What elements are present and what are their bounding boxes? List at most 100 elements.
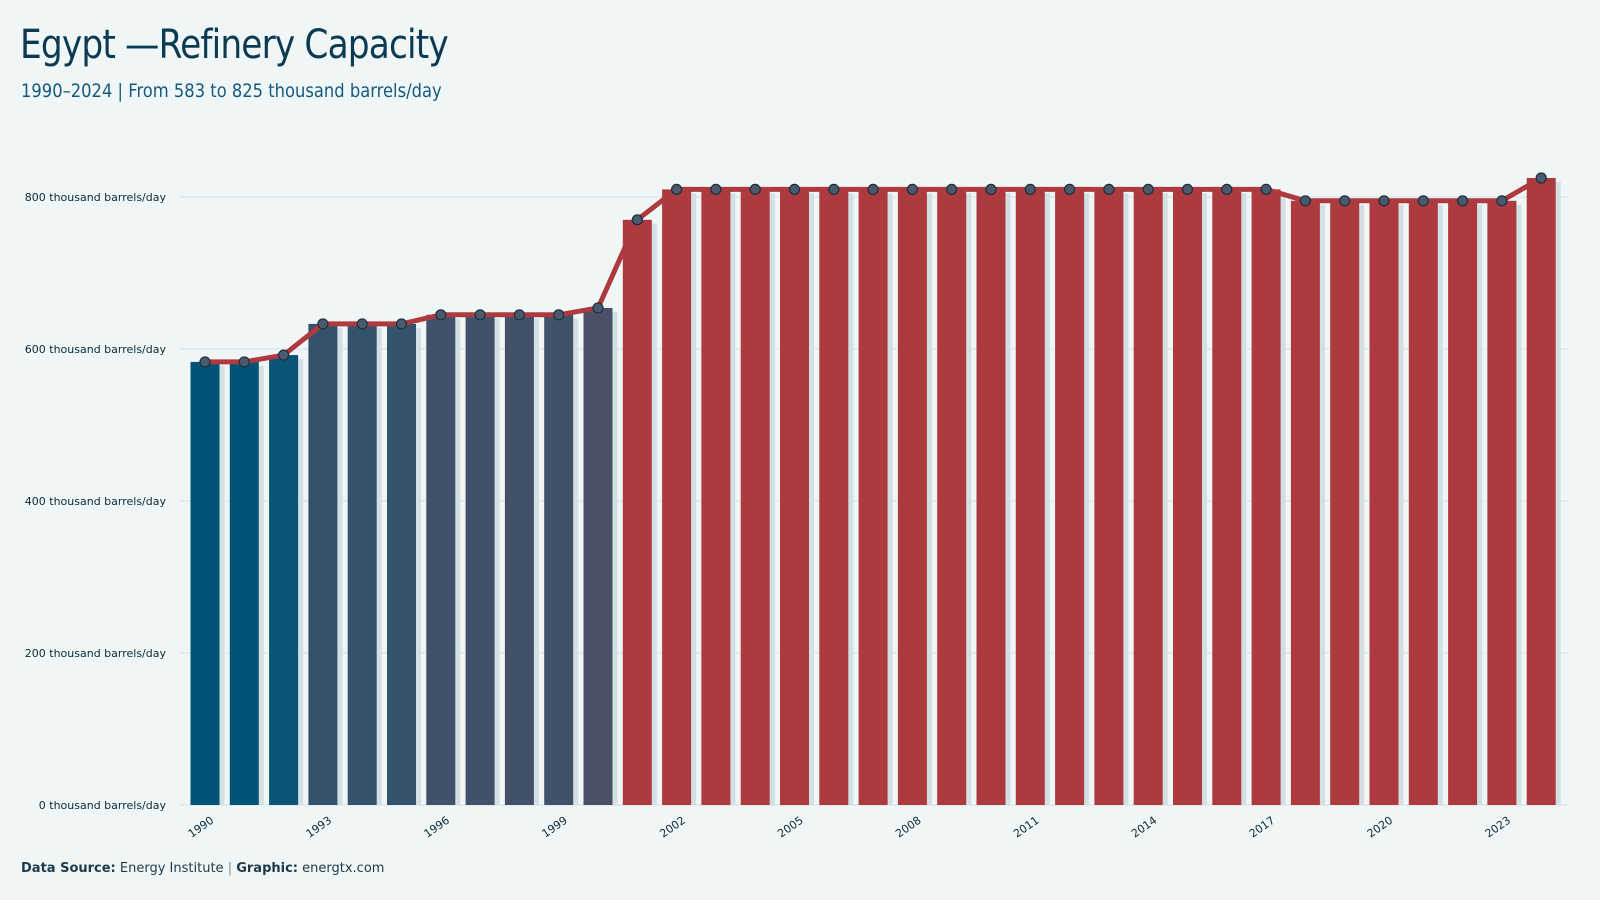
bar-2006 — [819, 189, 849, 805]
marker-1991 — [238, 356, 250, 368]
source-value: Energy Institute — [119, 861, 224, 876]
marker-2006 — [828, 183, 840, 195]
x-tick-label-2011: 2011 — [1011, 814, 1041, 841]
bar-2024 — [1526, 178, 1556, 805]
bar-2015 — [1173, 189, 1202, 805]
bar-2004 — [740, 189, 770, 805]
x-tick-label-2023: 2023 — [1483, 814, 1513, 841]
marker-2021 — [1417, 195, 1429, 207]
bar-2002 — [662, 189, 692, 805]
bar-2009 — [937, 189, 967, 805]
y-tick-label-0: 0 thousand barrels/day — [39, 799, 167, 812]
y-tick-label-200: 200 thousand barrels/day — [25, 647, 167, 660]
marker-2001 — [631, 214, 643, 226]
marker-2020 — [1378, 195, 1390, 207]
marker-2022 — [1456, 195, 1469, 207]
x-tick-label-1999: 1999 — [539, 814, 569, 841]
marker-2015 — [1181, 183, 1194, 195]
x-axis-tick-labels: 1990 1993 1996 1999 2002 2005 2008 2011 2014 2017… — [186, 814, 1513, 841]
marker-1996 — [435, 309, 447, 321]
bar-2014 — [1133, 189, 1163, 805]
x-tick-label-2002: 2002 — [657, 814, 687, 841]
bar-2016 — [1212, 189, 1242, 805]
bar-1990 — [190, 361, 220, 805]
bar-1999 — [544, 314, 574, 805]
bar-1994 — [347, 323, 377, 805]
source-label: Data Source: — [21, 861, 116, 876]
bar-1996 — [426, 314, 456, 805]
marker-2005 — [788, 183, 801, 195]
marker-1990 — [199, 356, 211, 368]
y-tick-label-800: 800 thousand barrels/day — [25, 191, 167, 204]
bar-2011 — [1015, 189, 1045, 805]
marker-2016 — [1221, 183, 1233, 195]
x-tick-label-2014: 2014 — [1129, 814, 1159, 841]
marker-2004 — [749, 183, 761, 195]
bar-2013 — [1094, 189, 1124, 805]
marker-1994 — [356, 318, 368, 330]
graphic-label: Graphic: — [236, 861, 298, 876]
marker-2019 — [1339, 195, 1351, 207]
marker-2013 — [1103, 183, 1115, 195]
bars — [190, 178, 1556, 806]
marker-1995 — [395, 318, 408, 330]
x-tick-label-2008: 2008 — [893, 814, 923, 841]
bar-1991 — [229, 361, 259, 805]
marker-2010 — [985, 183, 997, 195]
x-tick-label-1990: 1990 — [186, 814, 216, 841]
marker-2003 — [710, 183, 722, 195]
y-axis-tick-labels: 0 thousand barrels/day 200 thousand barre… — [25, 191, 167, 812]
x-tick-label-1996: 1996 — [422, 814, 452, 841]
marker-1998 — [513, 309, 526, 321]
bar-1998 — [504, 314, 534, 805]
x-tick-label-2017: 2017 — [1247, 814, 1277, 841]
marker-2024 — [1535, 172, 1547, 184]
bar-2003 — [701, 189, 731, 805]
marker-2009 — [946, 183, 958, 195]
marker-2000 — [592, 302, 604, 314]
marker-2017 — [1260, 183, 1272, 195]
marker-2011 — [1024, 183, 1036, 195]
bar-2005 — [780, 189, 809, 805]
bar-2023 — [1487, 200, 1517, 806]
line-markers — [199, 172, 1547, 368]
bar-2000 — [583, 307, 613, 805]
bar-1992 — [269, 355, 299, 805]
marker-1993 — [317, 318, 329, 330]
bar-2022 — [1448, 200, 1478, 806]
x-tick-label-1993: 1993 — [304, 814, 334, 841]
marker-2002 — [670, 183, 683, 195]
marker-1997 — [474, 309, 486, 321]
bar-1995 — [387, 323, 416, 805]
marker-2008 — [906, 183, 919, 195]
bar-2018 — [1290, 200, 1320, 806]
bar-2010 — [976, 189, 1006, 805]
marker-2012 — [1063, 183, 1076, 195]
marker-2007 — [867, 183, 879, 195]
x-tick-label-2020: 2020 — [1365, 814, 1395, 841]
bar-2008 — [897, 189, 927, 805]
bar-2019 — [1330, 200, 1360, 806]
footer-separator: | — [227, 861, 233, 876]
marker-2023 — [1496, 195, 1508, 207]
marker-1999 — [553, 309, 565, 321]
y-tick-label-600: 600 thousand barrels/day — [25, 343, 167, 356]
bar-2012 — [1055, 189, 1085, 805]
graphic-value: energtx.com — [302, 861, 385, 876]
chart-subtitle: 1990–2024 | From 583 to 825 thousand bar… — [21, 80, 442, 102]
footer-credits: Data Source: Energy Institute | Graphic:… — [21, 861, 384, 876]
bar-2007 — [858, 189, 888, 805]
chart-title: Egypt —Refinery Capacity — [20, 22, 449, 68]
bar-1993 — [308, 323, 338, 805]
bar-2021 — [1408, 200, 1438, 806]
y-tick-label-400: 400 thousand barrels/day — [25, 495, 167, 508]
x-tick-label-2005: 2005 — [775, 814, 805, 841]
bar-2020 — [1369, 200, 1399, 806]
marker-2018 — [1299, 195, 1312, 207]
bar-2017 — [1251, 189, 1281, 805]
marker-1992 — [278, 349, 290, 361]
marker-2014 — [1142, 183, 1154, 195]
bar-2001 — [622, 219, 652, 806]
bar-1997 — [465, 314, 495, 805]
